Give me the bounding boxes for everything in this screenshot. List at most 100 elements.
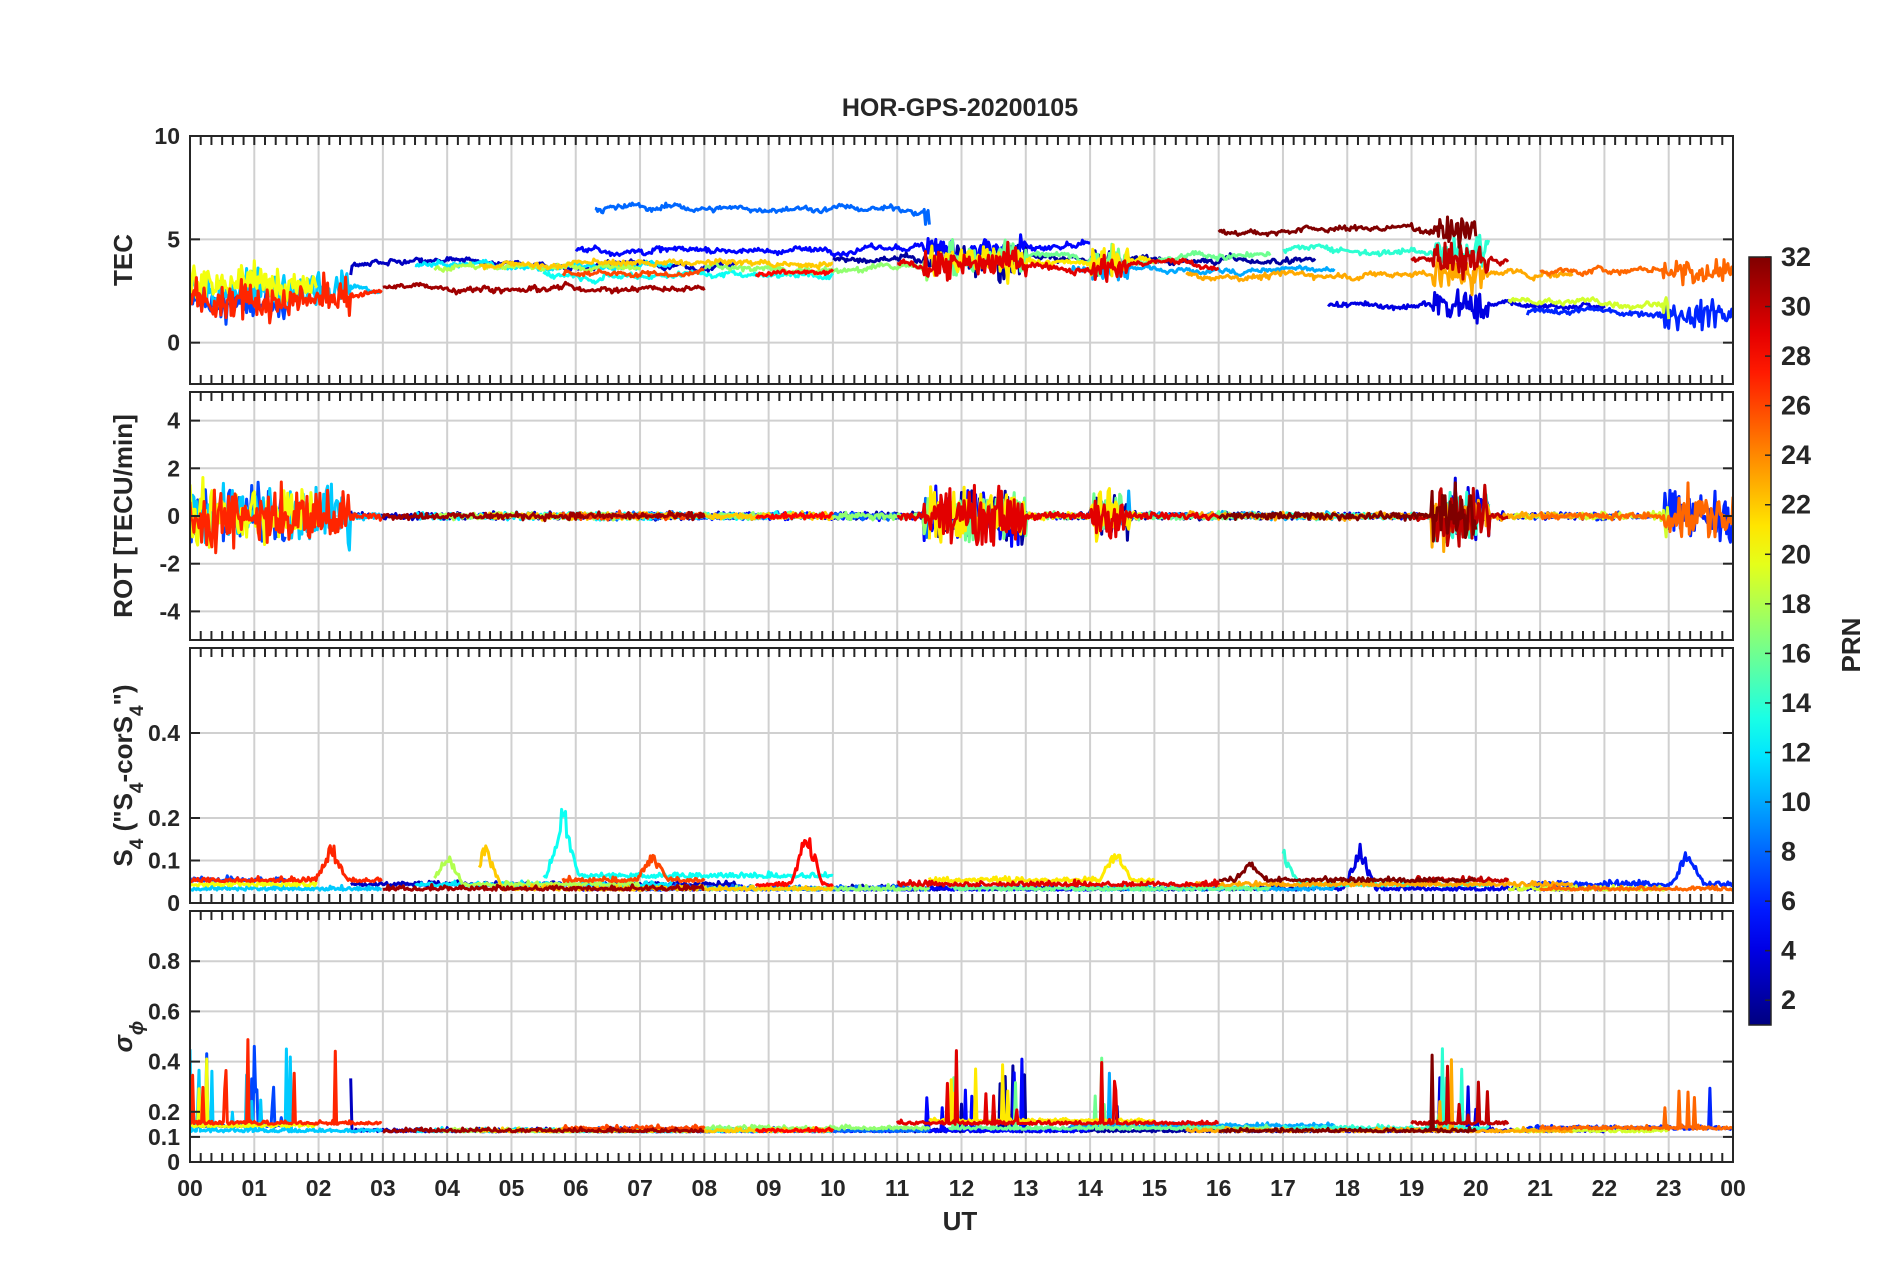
series-line-prn-27 — [190, 1038, 383, 1126]
colorbar-tick-label: 18 — [1781, 589, 1811, 619]
series-line-prn-26 — [562, 1123, 706, 1131]
panel-sigma-ytick-label: 0.4 — [148, 1049, 180, 1075]
series-line-prn-29 — [895, 1049, 1219, 1126]
x-tick-label: 04 — [434, 1175, 460, 1201]
series-line-prn-8 — [594, 201, 931, 226]
colorbar-label: PRN — [1836, 618, 1866, 673]
series-line-prn-31 — [381, 509, 706, 523]
series-line-prn-32 — [1218, 861, 1477, 884]
series-line-prn-4 — [1327, 288, 1606, 325]
x-tick-label: 16 — [1206, 1175, 1232, 1201]
series-line-prn-11 — [190, 883, 382, 892]
x-axis-label: UT — [943, 1206, 978, 1236]
panel-sigma-ytick-label: 0.6 — [148, 998, 180, 1024]
panel-rot-ytick-label: 2 — [167, 455, 180, 481]
x-tick-label: 10 — [820, 1175, 846, 1201]
panel-rot: -4 -2 0 2 4 ROT [TECU/min] — [108, 391, 1734, 641]
x-tick-label: 12 — [949, 1175, 975, 1201]
panel-rot-ytick-label: 4 — [167, 408, 180, 434]
colorbar-tick-label: 22 — [1781, 490, 1811, 520]
x-tick-label: 03 — [370, 1175, 396, 1201]
panel-tec-ylabel-main: TEC — [108, 234, 138, 286]
colorbar-tick-label: 14 — [1781, 688, 1811, 718]
panel-sigma-ytick-label: 0.1 — [148, 1124, 180, 1150]
x-tick-label: 21 — [1527, 1175, 1553, 1201]
x-tick-label: 14 — [1077, 1175, 1103, 1201]
x-tick-label: 22 — [1592, 1175, 1618, 1201]
panel-sigma-ylabel-sub: ϕ — [127, 1021, 148, 1035]
panel-s4-ylabel-sub: 4 — [127, 838, 148, 849]
x-tick-label: 00 — [1720, 1175, 1746, 1201]
series-line-prn-20 — [190, 879, 318, 888]
panel-s4: 00.10.20.4S4 ("S4-corS4") — [108, 647, 1734, 916]
colorbar-tick-label: 2 — [1781, 985, 1796, 1015]
x-tick-label: 23 — [1656, 1175, 1682, 1201]
x-tick-label: 09 — [756, 1175, 782, 1201]
panel-s4-ylabel: S4 ("S4-corS4") — [108, 684, 148, 866]
series-line-prn-25 — [1539, 258, 1733, 287]
x-tick-label: 08 — [692, 1175, 718, 1201]
colorbar-tick-label: 12 — [1781, 737, 1811, 767]
series-line-prn-31 — [382, 280, 706, 296]
series-line-prn-6 — [1525, 298, 1733, 332]
series-line-prn-32 — [1217, 481, 1478, 543]
panel-s4-ylabel-extra2-sub: 4 — [127, 705, 148, 716]
x-tick-label: 19 — [1399, 1175, 1425, 1201]
series-line-prn-32 — [1217, 215, 1478, 249]
colorbar-bar — [1748, 256, 1772, 1026]
panel-s4-ytick-label: 0.2 — [148, 805, 180, 831]
panel-s4-ytick-label: 0.1 — [148, 848, 180, 874]
series-line-prn-16 — [947, 883, 1272, 892]
panel-s4-ylabel-main: S — [108, 849, 138, 866]
series-line-prn-13 — [542, 807, 834, 879]
series-line-prn-23 — [1185, 253, 1574, 297]
panel-sigma: 00.10.2 0.4 0.6 0.8 σϕ 00 01 02 03 04 05 06 07 08 09 10… — [108, 910, 1746, 1201]
series-line-prn-26 — [561, 853, 706, 884]
series-line-prn-25 — [1538, 1089, 1733, 1131]
panel-tec-ytick-label: 0 — [167, 330, 180, 356]
series-line-prn-28 — [754, 1126, 835, 1134]
panel-s4-ytick-label: 0.4 — [148, 720, 180, 746]
panel-tec: 0 5 10 TEC — [108, 123, 1734, 385]
x-tick-label: 02 — [306, 1175, 332, 1201]
series-line-prn-28 — [755, 511, 835, 521]
x-tick-label: 05 — [499, 1175, 525, 1201]
colorbar-tick-label: 28 — [1781, 341, 1811, 371]
series-line-prn-19 — [1507, 296, 1671, 320]
colorbar-tick-label: 30 — [1781, 292, 1811, 322]
series-line-prn-25 — [1539, 481, 1733, 539]
x-tick-label: 18 — [1334, 1175, 1360, 1201]
panel-tec-ytick-label: 10 — [154, 123, 180, 149]
colorbar-tick-label: 10 — [1781, 787, 1811, 817]
panel-sigma-ylabel-main: σ — [108, 1033, 138, 1052]
series-line-prn-21 — [927, 853, 1156, 884]
colorbar-tick-label: 4 — [1781, 936, 1796, 966]
panel-s4-ylabel-extra2: -corS — [108, 716, 138, 782]
series-line-prn-27 — [190, 844, 383, 884]
series-line-prn-26 — [561, 267, 705, 279]
series-line-prn-31 — [382, 883, 705, 892]
series-line-prn-16 — [947, 1050, 1271, 1131]
series-line-prn-22 — [479, 257, 834, 271]
series-line-prn-10 — [1069, 883, 1336, 892]
series-line-prn-29 — [896, 240, 1220, 283]
panel-rot-ytick-label: -4 — [160, 598, 181, 624]
x-tick-label: 11 — [885, 1175, 910, 1201]
series-line-prn-27 — [190, 271, 383, 325]
series-line-prn-30 — [1410, 241, 1510, 281]
series-line-prn-31 — [382, 1125, 705, 1134]
panel-sigma-ytick-label: 0 — [167, 1149, 180, 1175]
chart-title: HOR-GPS-20200105 — [842, 94, 1078, 122]
panel-s4-ylabel-extra3: ") — [108, 684, 138, 705]
x-tick-label: 01 — [241, 1175, 267, 1201]
panel-sigma-ylabel: σϕ — [108, 1021, 148, 1053]
panel-s4-lines — [190, 807, 1733, 892]
panel-rot-ytick-label: -2 — [160, 551, 180, 577]
colorbar-tick-label: 6 — [1781, 886, 1796, 916]
series-line-prn-30 — [1410, 1064, 1510, 1126]
colorbar-tick-label: 8 — [1781, 837, 1796, 867]
colorbar-tick-label: 20 — [1781, 539, 1811, 569]
panel-rot-ytick-label: 0 — [167, 503, 180, 529]
